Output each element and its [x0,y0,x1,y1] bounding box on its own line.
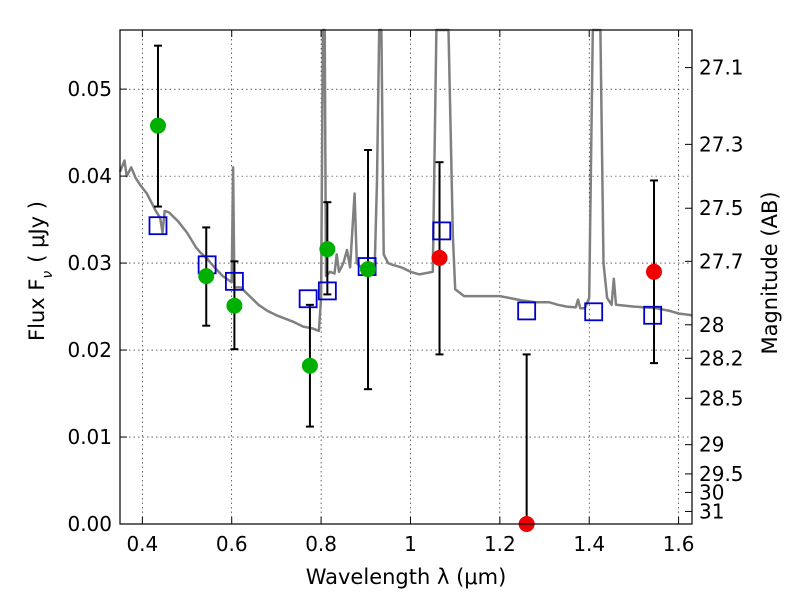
right-tick-label: 29.5 [699,462,744,486]
right-tick-label: 31 [699,499,724,523]
model-square-marker [224,271,244,291]
data-markers [148,117,663,532]
y-axis-label-subscript: ν [40,271,56,279]
optical-point [149,117,166,134]
x-tick-label: 0.4 [126,532,158,556]
right-tick-label: 29 [699,433,724,457]
y-tick-label: 0.03 [67,251,112,275]
y-axis-label-right: Magnitude (AB) [758,191,782,354]
model-square-marker [517,301,537,321]
x-tick-label: 0.8 [305,532,337,556]
nir-point [431,249,448,266]
x-tick-label: 1.2 [484,532,516,556]
y-axis-label-text: Flux F [25,279,49,341]
y-tick-label: 0.02 [67,338,112,362]
optical-point [319,241,336,258]
x-tick-label: 1 [404,532,417,556]
right-tick-label: 27.1 [699,56,744,80]
optical-point [198,268,215,285]
right-tick-label: 27.3 [699,132,744,156]
plot-frame [119,29,693,525]
error-bars [153,44,659,525]
x-tick-label: 0.6 [216,532,248,556]
right-tick-label: 27.7 [699,249,744,273]
model-square-marker [317,281,337,301]
right-tick-label: 30 [699,480,724,504]
x-axis-label: Wavelength λ (μm) [306,565,507,589]
model-square-marker [432,221,452,241]
model-square-marker [584,302,604,322]
model-square-marker [148,216,168,236]
y-axis-label-unit: ( μJy ) [25,201,49,263]
y-tick-label: 0.00 [67,512,112,536]
y-tick-label: 0.01 [67,425,112,449]
y-tick-label: 0.05 [67,77,112,101]
right-tick-label: 28 [699,313,724,337]
nir-point [646,263,663,280]
x-tick-label: 1.4 [573,532,605,556]
right-tick-label: 27.5 [699,196,744,220]
model-square-marker [298,289,318,309]
right-tick-label: 28.5 [699,386,744,410]
optical-point [226,297,243,314]
optical-point [301,357,318,374]
right-tick-label: 28.2 [699,346,744,370]
y-axis-label-left: Flux Fν ( μJy ) [25,201,56,341]
x-tick-label: 1.6 [663,532,695,556]
model-spectrum-line [118,28,693,333]
model-spectrum [118,28,693,333]
y-tick-label: 0.04 [67,164,112,188]
optical-point [360,261,377,278]
model-square-marker [643,305,663,325]
axis-ticks: 0.4 0.6 0.8 1 1.2 1.4 1.6 0.00 0.01 0.02 0.03 0.04 0… [67,30,744,556]
